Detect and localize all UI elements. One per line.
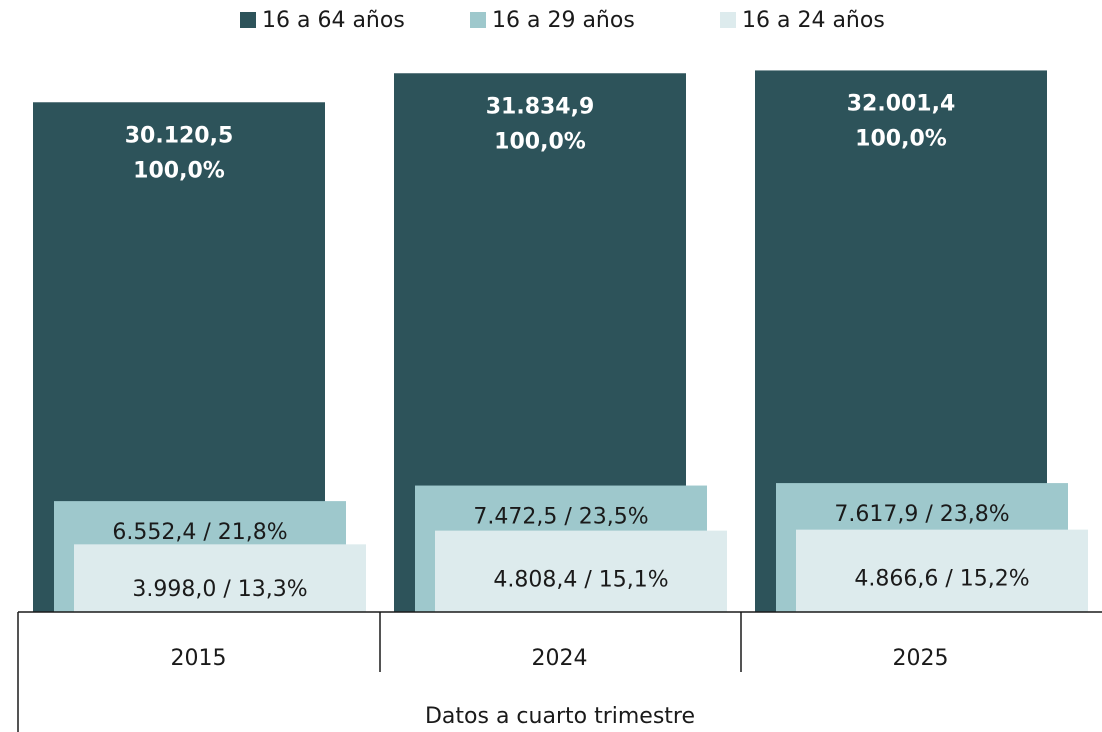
bar (435, 530, 727, 612)
data-label: 7.472,5 / 23,5% (473, 505, 648, 530)
value-label: 6.552,4 (112, 520, 196, 545)
legend-label: 16 a 24 años (742, 8, 885, 33)
share-label: 13,3% (238, 577, 308, 602)
share-label: 21,8% (218, 520, 288, 545)
x-tick-label: 2024 (532, 646, 588, 671)
label-separator: / (938, 567, 959, 592)
value-label: 3.998,0 (132, 577, 216, 602)
legend-swatch (470, 12, 486, 28)
value-label: 7.472,5 (473, 505, 557, 530)
legend-label: 16 a 29 años (492, 8, 635, 33)
value-label: 30.120,5 (125, 123, 234, 148)
x-tick-label: 2025 (893, 646, 949, 671)
share-label: 100,0% (133, 158, 225, 183)
legend-swatch (240, 12, 256, 28)
share-label: 23,5% (579, 505, 649, 530)
bar (796, 529, 1088, 612)
bar (74, 544, 366, 612)
data-label: 4.866,6 / 15,2% (854, 567, 1029, 592)
value-label: 31.834,9 (486, 94, 595, 119)
share-label: 100,0% (855, 126, 947, 151)
share-label: 15,1% (599, 568, 669, 593)
label-separator: / (216, 577, 237, 602)
legend-label: 16 a 64 años (262, 8, 405, 33)
label-separator: / (577, 568, 598, 593)
share-label: 100,0% (494, 129, 586, 154)
label-separator: / (918, 502, 939, 527)
legend-swatch (720, 12, 736, 28)
share-label: 15,2% (960, 567, 1030, 592)
value-label: 4.866,6 (854, 567, 938, 592)
data-label: 7.617,9 / 23,8% (834, 502, 1009, 527)
data-label: 6.552,4 / 21,8% (112, 520, 287, 545)
x-axis-label: Datos a cuarto trimestre (425, 704, 695, 729)
value-label: 32.001,4 (847, 91, 956, 116)
data-label: 3.998,0 / 13,3% (132, 577, 307, 602)
share-label: 23,8% (940, 502, 1010, 527)
x-tick-label: 2015 (171, 646, 227, 671)
label-separator: / (557, 505, 578, 530)
value-label: 7.617,9 (834, 502, 918, 527)
value-label: 4.808,4 (493, 568, 577, 593)
label-separator: / (196, 520, 217, 545)
data-label: 4.808,4 / 15,1% (493, 568, 668, 593)
